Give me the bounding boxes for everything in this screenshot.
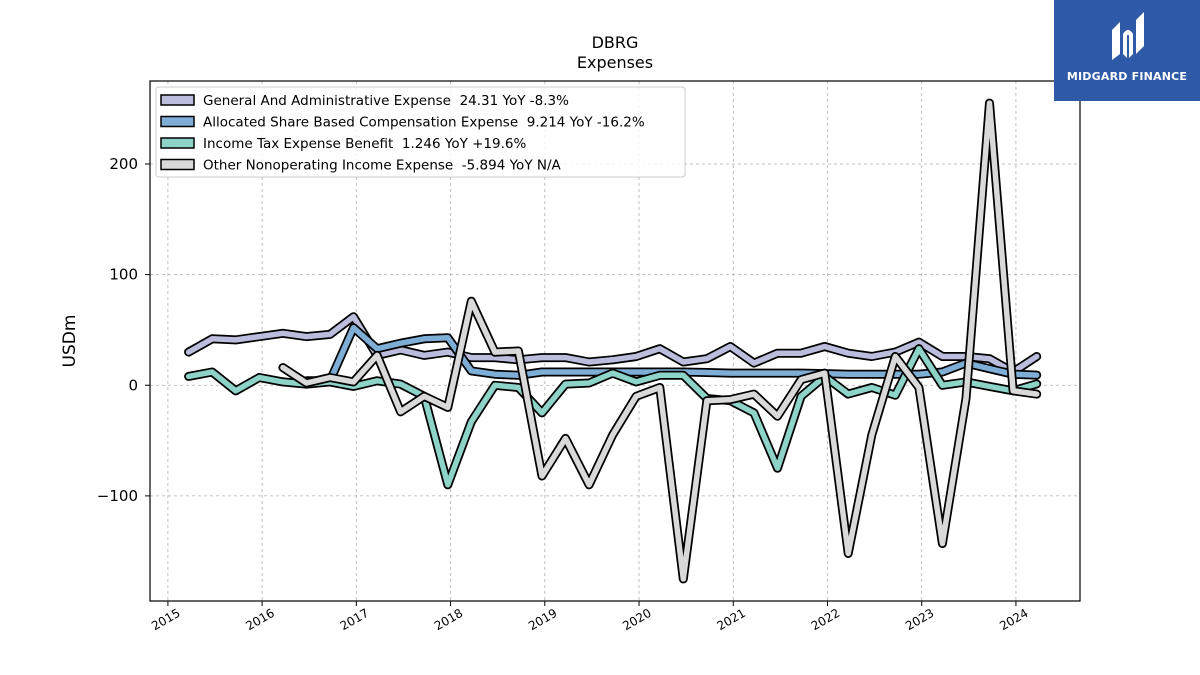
y-tick-label: 200 (109, 155, 138, 173)
legend-entry-label: Income Tax Expense Benefit 1.246 YoY +19… (203, 136, 526, 152)
series-4-line (280, 100, 1040, 582)
y-tick-label: −100 (97, 487, 138, 505)
series-layer (184, 98, 1042, 584)
y-axis-label: USDm (60, 315, 80, 368)
y-tick-label: 0 (128, 376, 138, 394)
legend-swatch (160, 137, 195, 149)
plot-frame (149, 80, 1081, 602)
y-tick-label: 100 (109, 266, 138, 284)
logo-text: MIDGARD FINANCE (1066, 70, 1188, 83)
legend-swatch (160, 115, 195, 128)
legend-entry-label: Other Nonoperating Income Expense -5.894… (203, 158, 562, 174)
legend: General And Administrative Expense 24.31… (155, 86, 686, 178)
legend-swatch (160, 94, 195, 106)
chart-subtitle: Expenses (577, 53, 653, 72)
legend-swatch (160, 158, 195, 171)
legend-entry-label: General And Administrative Expense 24.31… (203, 93, 569, 109)
legend-box (155, 86, 686, 178)
brand-logo: MIDGARD FINANCE (1054, 0, 1200, 101)
logo-mark-icon (1112, 12, 1144, 60)
chart-title: DBRG (592, 33, 639, 52)
legend-entry-label: Allocated Share Based Compensation Expen… (203, 115, 645, 131)
